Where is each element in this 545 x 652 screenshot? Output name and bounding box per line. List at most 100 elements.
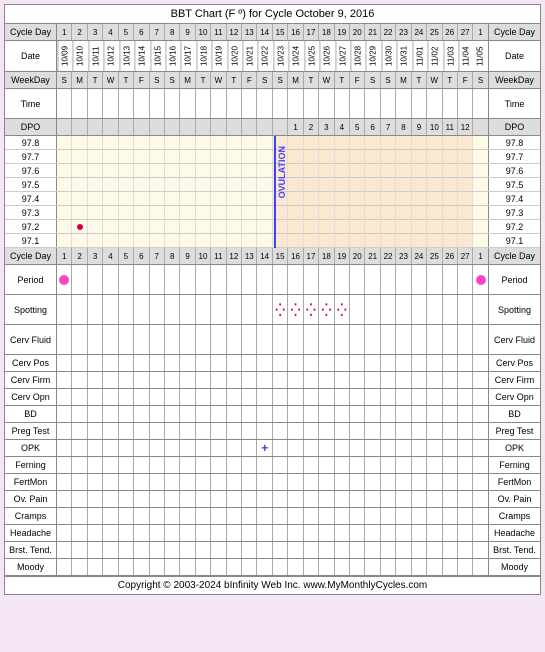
- cell: [381, 295, 396, 324]
- temp-cell: [57, 234, 72, 247]
- cell: [273, 423, 288, 439]
- temp-cell: [473, 164, 487, 177]
- date-label-l: Date: [5, 41, 57, 71]
- cell: [180, 89, 195, 118]
- temp-cell: [443, 220, 458, 233]
- cell: [335, 355, 350, 371]
- cell: [257, 389, 272, 405]
- cell: [88, 295, 103, 324]
- temp-label: 97.4: [488, 192, 540, 205]
- bbt-chart: BBT Chart (F º) for Cycle October 9, 201…: [4, 4, 541, 595]
- temp-cell: [196, 164, 211, 177]
- cell: [273, 474, 288, 490]
- cell: [257, 559, 272, 575]
- temp-cell: [335, 164, 350, 177]
- cell: 20: [350, 24, 365, 40]
- temp-cell: [88, 164, 103, 177]
- brst_tend-label: Brst. Tend.: [488, 542, 540, 558]
- cell: M: [288, 72, 303, 88]
- temp-cell: [72, 164, 87, 177]
- cell: [350, 440, 365, 456]
- cell: [427, 457, 442, 473]
- cell: [335, 508, 350, 524]
- bd-label: BD: [5, 406, 57, 422]
- cell: [473, 295, 487, 324]
- temp-cell: [473, 150, 487, 163]
- cell: [88, 491, 103, 507]
- cell: 10: [196, 24, 211, 40]
- cell: [350, 423, 365, 439]
- cell: [257, 474, 272, 490]
- cell: [427, 491, 442, 507]
- cell: [350, 89, 365, 118]
- temp-cell: [165, 136, 180, 149]
- cell: [119, 355, 134, 371]
- footer: Copyright © 2003-2024 bInfinity Web Inc.…: [5, 576, 540, 594]
- cell: 13: [242, 24, 257, 40]
- cell: [458, 508, 473, 524]
- cell: [196, 525, 211, 541]
- ov_pain-label: Ov. Pain: [5, 491, 57, 507]
- cell: [381, 559, 396, 575]
- cell: 10: [427, 119, 442, 135]
- temp-cell: [196, 234, 211, 247]
- cell: [412, 440, 427, 456]
- cell: 4: [103, 24, 118, 40]
- cell: [396, 423, 411, 439]
- temp-label: 97.7: [5, 150, 57, 163]
- cell: [211, 491, 226, 507]
- cell: [88, 457, 103, 473]
- cell: [119, 508, 134, 524]
- temp-cell: [242, 150, 257, 163]
- cell: [227, 491, 242, 507]
- cell: 10/27: [335, 41, 350, 71]
- cell: [257, 406, 272, 422]
- cell: 10/18: [196, 41, 211, 71]
- period-label: Period: [5, 265, 57, 294]
- cerv_pos-label: Cerv Pos: [5, 355, 57, 371]
- cell: [227, 440, 242, 456]
- cell: [227, 295, 242, 324]
- cell: [57, 440, 72, 456]
- cell: T: [335, 72, 350, 88]
- cell: [443, 295, 458, 324]
- temp-cell: [57, 136, 72, 149]
- cell: [242, 474, 257, 490]
- cell: [273, 457, 288, 473]
- cell: [257, 325, 272, 354]
- temp-cell: [427, 220, 442, 233]
- cell: 9: [180, 24, 195, 40]
- temp-cell: [165, 206, 180, 219]
- temp-cell: [319, 220, 334, 233]
- cell: [273, 119, 288, 135]
- cell: S: [473, 72, 487, 88]
- cell: [381, 372, 396, 388]
- cell: [134, 372, 149, 388]
- headache-label: Headache: [488, 525, 540, 541]
- cell: [335, 491, 350, 507]
- temp-cell: [180, 150, 195, 163]
- temp-cell: [288, 220, 303, 233]
- cell: [211, 325, 226, 354]
- temp-cell: [72, 150, 87, 163]
- cell: [150, 559, 165, 575]
- cell: [396, 372, 411, 388]
- temp-cell: [350, 192, 365, 205]
- cell: [381, 457, 396, 473]
- temp-cell: [304, 234, 319, 247]
- temp-cell: [458, 150, 473, 163]
- dpo-row: DPO 123456789101112 DPO: [5, 119, 540, 136]
- cell: [57, 265, 72, 294]
- temp-cell: [134, 150, 149, 163]
- cell: [57, 508, 72, 524]
- cell: [242, 389, 257, 405]
- cell: 10/19: [211, 41, 226, 71]
- temp-cell: [257, 150, 272, 163]
- cell: [412, 295, 427, 324]
- cell: [365, 325, 380, 354]
- cell: [180, 542, 195, 558]
- cell: 11/02: [427, 41, 442, 71]
- temp-cell: [227, 234, 242, 247]
- cell: [211, 474, 226, 490]
- cell: 22: [381, 248, 396, 264]
